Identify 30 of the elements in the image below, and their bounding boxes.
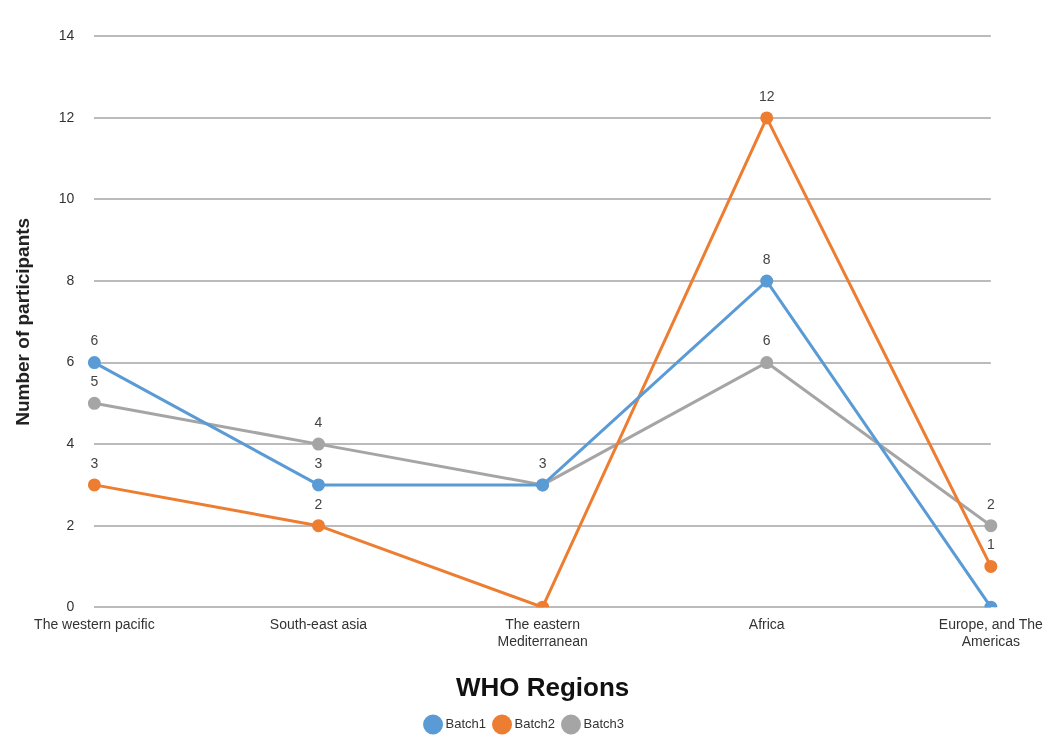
y-tick-label: 0 (66, 598, 75, 615)
y-tick-label: 8 (66, 271, 75, 288)
data-label: 6 (90, 332, 99, 349)
data-label: 4 (314, 413, 323, 430)
x-axis-title: WHO Regions (455, 671, 630, 702)
data-label: 3 (538, 454, 547, 471)
data-label: 3 (90, 454, 99, 471)
y-tick-label: 2 (66, 516, 75, 533)
y-tick-label: 14 (58, 27, 75, 44)
legend-label: Batch3 (583, 716, 624, 732)
data-label: 2 (314, 495, 323, 512)
data-label: 8 (762, 250, 771, 267)
x-tick-label: The western pacific (34, 616, 155, 633)
y-tick-label: 6 (66, 353, 75, 370)
data-label: 5 (90, 373, 99, 390)
data-label: 2 (986, 495, 995, 512)
data-label: 12 (758, 87, 775, 104)
y-axis-title: Number of participants (11, 217, 33, 426)
data-label: 6 (762, 332, 771, 349)
y-tick-label: 12 (58, 108, 75, 125)
x-tick-label: Europe, and The Americas (938, 616, 1044, 650)
data-label: 3 (314, 454, 323, 471)
data-label: 1 (986, 536, 995, 553)
legend-label: Batch1 (445, 716, 487, 732)
x-tick-label: South-east asia (269, 616, 368, 633)
x-tick-label: Africa (748, 616, 785, 633)
x-tick-label: The eastern Mediterranean (497, 616, 588, 650)
legend-label: Batch2 (514, 716, 555, 732)
y-tick-label: 4 (66, 434, 75, 451)
y-tick-label: 10 (58, 190, 75, 207)
